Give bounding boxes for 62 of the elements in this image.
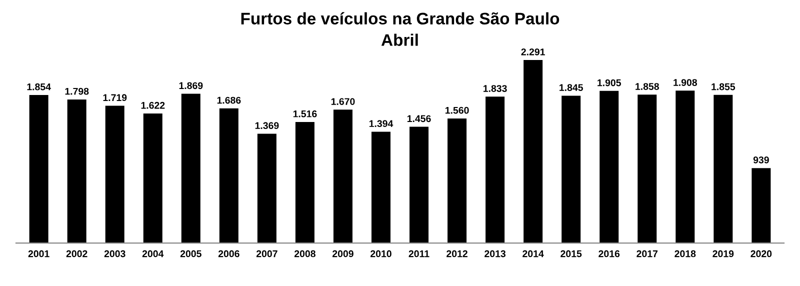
data-label: 1.798: [65, 88, 89, 95]
bar: [448, 118, 467, 244]
bar: [219, 108, 238, 244]
data-label: 1.854: [27, 83, 51, 90]
x-tick-label: 2007: [256, 250, 278, 258]
x-tick-label: 2010: [370, 250, 392, 258]
data-label: 1.869: [179, 82, 203, 90]
data-label: 1.833: [484, 85, 507, 92]
x-tick-label: 2017: [636, 250, 658, 258]
chart-subtitle: Abril: [381, 34, 418, 46]
bar: [486, 96, 505, 244]
data-label: 1.516: [293, 110, 317, 118]
data-label: 1.845: [560, 84, 583, 91]
bar: [524, 60, 543, 244]
bar: [562, 96, 581, 244]
data-label: 1.686: [217, 96, 241, 104]
data-label: 1.858: [636, 83, 659, 90]
bar: [143, 114, 162, 244]
data-label: 2.291: [521, 48, 545, 56]
data-label: 1.456: [407, 115, 431, 122]
bar: [257, 134, 276, 244]
bar: [638, 94, 657, 244]
x-tick-label: 2004: [142, 250, 164, 258]
x-tick-label: 2001: [28, 250, 50, 258]
bar: [676, 90, 695, 244]
x-tick-label: 2014: [522, 250, 544, 258]
x-tick-label: 2005: [180, 250, 202, 258]
x-tick-label: 2003: [104, 250, 126, 258]
bar: [295, 122, 314, 244]
bar: [67, 99, 86, 244]
data-label: 1.719: [103, 94, 127, 102]
bar: [410, 126, 429, 244]
x-tick-label: 2012: [446, 250, 468, 258]
bar: [105, 106, 124, 244]
data-label: 1.905: [598, 79, 622, 86]
x-tick-label: 2018: [674, 250, 696, 258]
data-label: 1.369: [255, 122, 279, 130]
x-tick-label: 2020: [750, 250, 772, 258]
x-tick-label: 2006: [218, 250, 240, 258]
bar: [714, 94, 733, 244]
data-label: 1.855: [712, 83, 736, 90]
data-label: 1.560: [445, 106, 469, 114]
bar: [371, 132, 390, 244]
bar: [181, 94, 200, 244]
data-label: 1.394: [369, 120, 394, 128]
chart-title: Furtos de veículos na Grande São Paulo: [241, 12, 560, 24]
bar: [29, 94, 48, 244]
data-label: 939: [753, 156, 769, 164]
data-label: 1.908: [674, 79, 698, 86]
bar: [600, 90, 619, 244]
x-tick-label: 2019: [712, 250, 734, 258]
x-tick-label: 2008: [294, 250, 316, 258]
data-label: 1.622: [141, 102, 165, 109]
bar: [752, 168, 771, 244]
bar: [333, 110, 352, 244]
x-tick-label: 2009: [332, 250, 354, 258]
x-tick-label: 2002: [66, 250, 88, 258]
x-tick-label: 2011: [408, 250, 430, 258]
data-label: 1.670: [331, 98, 355, 105]
x-tick-label: 2016: [598, 250, 620, 258]
x-tick-label: 2013: [484, 250, 506, 258]
x-tick-label: 2015: [560, 250, 582, 258]
